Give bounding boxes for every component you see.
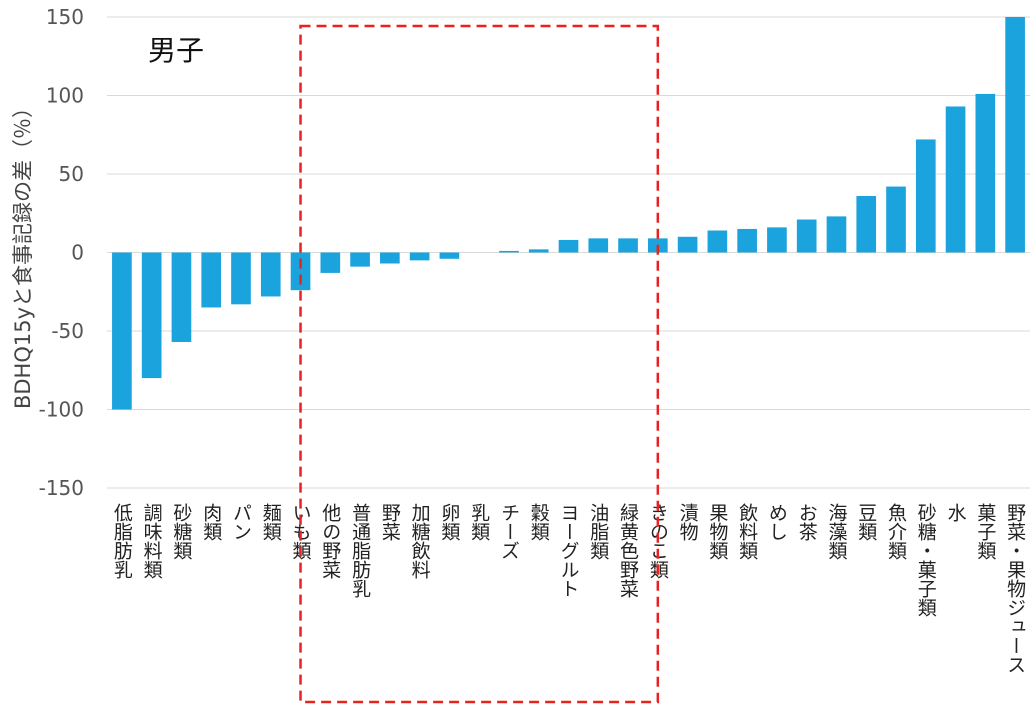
bar [975, 93, 996, 253]
category-label: 野菜・果物ジュース [1004, 503, 1026, 674]
bar [826, 216, 847, 253]
bar [767, 227, 787, 253]
category-label: 水 [945, 503, 967, 522]
bar [1005, 17, 1025, 253]
y-tick-label: 150 [46, 5, 84, 29]
category-label: ヨーグルト [558, 503, 580, 598]
bar [796, 219, 817, 253]
bars [112, 17, 1025, 410]
y-tick-label: 0 [71, 241, 84, 265]
bar [409, 252, 430, 261]
bar [856, 195, 877, 253]
category-label: 砂糖・菓子類 [915, 503, 937, 617]
y-tick-label: -100 [39, 398, 84, 422]
gridlines [107, 16, 1030, 489]
category-label: パン [230, 503, 252, 541]
category-label: 飲料類 [736, 503, 758, 560]
category-label: 漬物 [677, 503, 699, 541]
category-label: 豆類 [855, 503, 877, 541]
bar [886, 186, 906, 253]
category-label: 野菜 [379, 503, 401, 541]
bar [588, 238, 609, 253]
y-tick-label: 50 [59, 162, 84, 186]
bar [231, 252, 251, 305]
category-label: 魚介類 [885, 503, 907, 560]
category-label: 菓子類 [974, 503, 996, 560]
category-label: 加糖飲料 [409, 503, 431, 579]
bar [350, 252, 370, 267]
bar [558, 239, 579, 253]
bar [945, 106, 966, 253]
bar [439, 252, 460, 259]
category-label: めし [766, 503, 788, 541]
category-label: お茶 [796, 503, 818, 541]
bar [112, 252, 132, 410]
bar [528, 249, 549, 253]
category-label: 他の野菜 [319, 503, 341, 579]
category-label: 穀類 [528, 503, 550, 541]
category-label: チーズ [498, 503, 520, 560]
y-tick-label: 100 [46, 84, 84, 108]
category-label: 緑黄色野菜 [617, 503, 639, 598]
y-tick-labels: -150 -100 -50 0 50 100 150 [39, 5, 84, 500]
chart-title: 男子 [148, 34, 204, 67]
bar [707, 230, 728, 253]
category-label: 油脂類 [587, 503, 609, 560]
category-label: 乳類 [468, 503, 490, 541]
bar [380, 252, 400, 264]
bar [320, 252, 341, 273]
category-label: 調味料類 [141, 503, 163, 579]
highlight-box [299, 24, 660, 704]
bar [290, 252, 311, 291]
y-tick-label: -150 [39, 476, 84, 500]
bar [171, 252, 192, 342]
y-tick-label: -50 [51, 319, 84, 343]
category-label: 低脂肪乳 [111, 503, 133, 579]
bar [618, 238, 638, 253]
bar [677, 236, 698, 253]
bar [260, 252, 281, 297]
category-label: 肉類 [200, 503, 222, 541]
category-label: 普通脂肪乳 [349, 503, 371, 598]
bar [915, 139, 936, 253]
category-label: 麺類 [260, 503, 282, 541]
category-label: 海藻類 [825, 503, 847, 560]
bar [201, 252, 222, 308]
category-labels: 低脂肪乳 調味料類 砂糖類 肉類 パン 麺類 いも類 他の野菜 普通脂肪乳 野菜 加糖飲料 卵類 乳類チ… [111, 503, 1026, 674]
bar [141, 252, 162, 379]
bar [737, 228, 757, 253]
category-label: 砂糖類 [170, 503, 192, 560]
category-label: 卵類 [438, 503, 460, 541]
y-axis-label: BDHQ15yと食事記録の差（％） [11, 97, 35, 409]
bar [499, 250, 519, 253]
category-label: 果物類 [706, 503, 728, 560]
